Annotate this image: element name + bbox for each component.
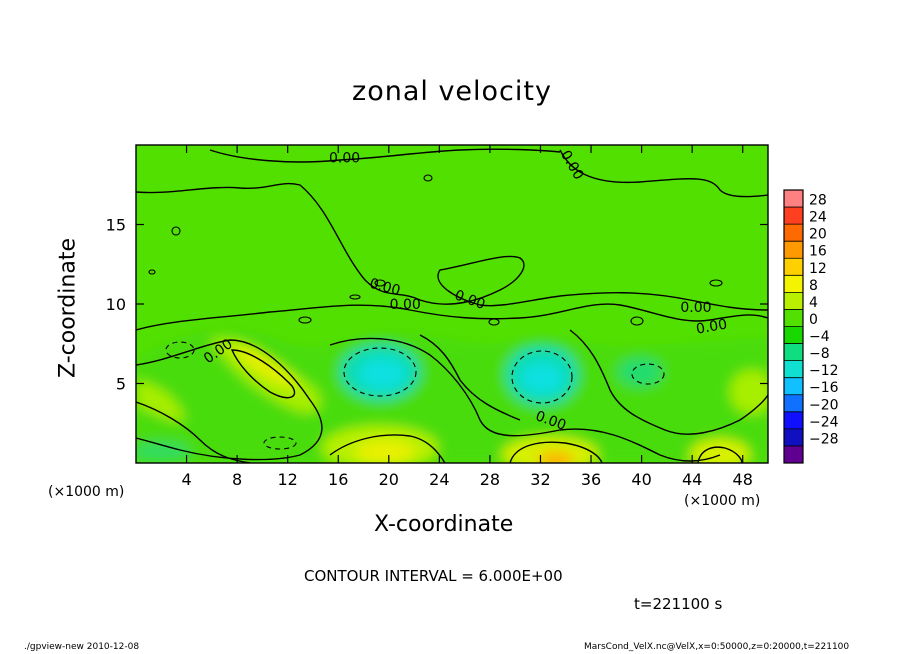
colorbar-label-11: −16 xyxy=(809,380,839,396)
x-tick-label-5: 24 xyxy=(429,470,449,489)
contour-positive-2 xyxy=(329,434,446,463)
x-tick-label-8: 36 xyxy=(581,470,601,489)
colorbar-label-8: −4 xyxy=(809,329,830,345)
y-tick-label-2: 15 xyxy=(106,216,126,235)
footer-left: ./gpview-new 2010-12-08 xyxy=(24,642,140,652)
contour-wave-2 xyxy=(329,337,721,462)
contour-lines xyxy=(136,148,768,463)
colorbar-swatch-3 xyxy=(784,241,803,259)
y-tick-label-1: 10 xyxy=(106,295,126,314)
contour-negative-4 xyxy=(263,436,297,450)
positive-core-3 xyxy=(502,437,598,463)
contour-negative-1 xyxy=(343,347,417,397)
chart-title: zonal velocity xyxy=(352,76,552,107)
colorbar-label-3: 16 xyxy=(809,244,827,260)
y-tick-label-0: 5 xyxy=(116,375,126,394)
colorbar-label-1: 24 xyxy=(809,210,827,226)
x-unit-label-right: (×1000 m) xyxy=(684,493,761,509)
x-axis-label: X-coordinate xyxy=(374,512,514,537)
contour-zero-top xyxy=(209,148,561,163)
colorbar-swatch-8 xyxy=(784,326,803,345)
colorbar-label-14: −28 xyxy=(809,431,839,447)
contour-positive-3 xyxy=(509,441,603,463)
time-note: t=221100 s xyxy=(634,595,723,613)
heatmap-blobs xyxy=(136,329,768,463)
colorbar-swatch-1 xyxy=(784,207,803,225)
x-tick-label-1: 8 xyxy=(232,470,242,489)
x-unit-label-left: (×1000 m) xyxy=(48,484,125,500)
contour-wave-1 xyxy=(136,339,323,461)
x-tick-label-9: 40 xyxy=(631,470,651,489)
contour-positive-1 xyxy=(230,349,296,399)
x-tick-label-7: 32 xyxy=(530,470,550,489)
contour-zero-mid xyxy=(136,303,768,331)
colorbar-swatch-14 xyxy=(784,428,803,447)
contour-wave-3 xyxy=(419,334,521,421)
colorbar-swatch-9 xyxy=(784,343,803,362)
contour-wave-5 xyxy=(136,401,251,463)
colorbar-label-2: 20 xyxy=(809,227,827,243)
contour-wave-4 xyxy=(569,329,768,435)
positive-core-3-inner xyxy=(538,452,574,463)
colorbar-label-7: 0 xyxy=(809,312,818,328)
positive-core-4 xyxy=(690,439,750,463)
contour-positive-4 xyxy=(697,446,743,463)
y-axis: 5 10 15 xyxy=(106,216,768,394)
colorbar-swatch-2 xyxy=(784,224,803,242)
colorbar-swatch-4 xyxy=(784,258,803,276)
negative-core-5 xyxy=(618,358,662,386)
heatmap-field: 0.00 0.000.000.00 0.00 0.000.000.000.00 xyxy=(136,145,768,463)
colorbar-swatch-12 xyxy=(784,394,803,413)
contour-label-6: 0.00 xyxy=(695,317,728,338)
contour-interval-note: CONTOUR INTERVAL = 6.000E+00 xyxy=(304,567,563,585)
colorbar-label-0: 28 xyxy=(809,193,827,209)
colorbar-label-6: 4 xyxy=(809,295,818,311)
x-tick-label-6: 28 xyxy=(480,470,500,489)
colorbar-label-9: −8 xyxy=(809,346,830,362)
colorbar-swatch-10 xyxy=(784,360,803,379)
negative-core-2-inner xyxy=(520,362,564,394)
contour-negative xyxy=(165,341,665,450)
x-tick-label-2: 12 xyxy=(278,470,298,489)
colorbar-swatch-11 xyxy=(784,377,803,396)
positive-left-edge xyxy=(136,380,185,422)
colorbar-swatch-6 xyxy=(784,292,803,310)
contour-negative-2 xyxy=(511,350,573,404)
contour-label-3: 0.00 xyxy=(390,297,421,313)
positive-right-edge xyxy=(730,370,768,414)
footer-right: MarsCond_VelX.nc@VelX,x=0:50000,z=0:2000… xyxy=(584,642,850,652)
contour-negative-5 xyxy=(631,363,665,385)
x-tick-label-11: 48 xyxy=(733,470,753,489)
y-axis-label: Z-coordinate xyxy=(55,238,81,378)
colorbar-swatch-5 xyxy=(784,275,803,293)
contour-islands xyxy=(148,174,723,326)
colorbar-label-13: −24 xyxy=(809,414,839,430)
colorbar-swatch-7 xyxy=(784,309,803,327)
positive-core-2-inner xyxy=(355,440,415,463)
lower-layer xyxy=(136,329,768,463)
colorbar-label-5: 8 xyxy=(809,278,818,294)
colorbar-swatch-0 xyxy=(784,190,803,208)
colorbar-label-10: −12 xyxy=(809,363,839,379)
contour-zero-top-right xyxy=(559,149,768,198)
contour-label-5: 0.00 xyxy=(680,300,711,316)
x-tick-label-10: 44 xyxy=(682,470,702,489)
colorbar-label-4: 12 xyxy=(809,261,827,277)
x-tick-label-4: 20 xyxy=(379,470,399,489)
colorbar-swatch-15 xyxy=(784,445,803,464)
x-tick-label-3: 16 xyxy=(328,470,348,489)
x-axis: 4 8 12 16 20 24 28 32 36 40 44 48 xyxy=(181,145,753,489)
negative-core-1-inner xyxy=(358,358,406,390)
negative-bottom-left xyxy=(136,442,190,462)
contour-zero-upper xyxy=(136,182,768,311)
contour-label-2: 0.00 xyxy=(368,276,402,300)
colorbar-label-12: −20 xyxy=(809,397,839,413)
contour-negative-3 xyxy=(165,341,195,359)
x-tick-label-0: 4 xyxy=(181,470,191,489)
colorbar-swatch-13 xyxy=(784,411,803,430)
contour-label-0: 0.00 xyxy=(329,150,360,166)
